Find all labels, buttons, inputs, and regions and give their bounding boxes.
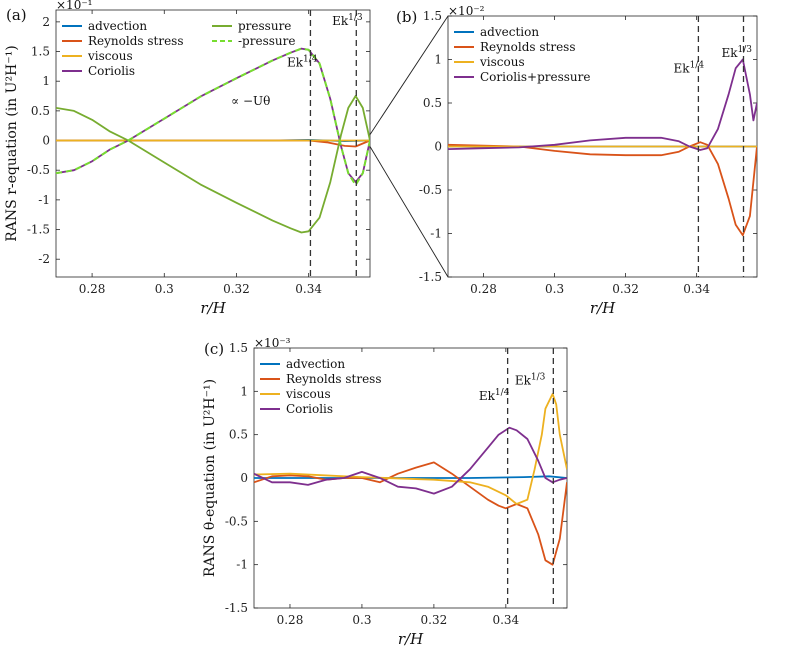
x-tick-label: 0.3: [545, 282, 564, 296]
x-tick-label: 0.34: [492, 613, 519, 627]
x-axis-label: r/H: [398, 630, 424, 648]
y-tick-label: -1: [236, 558, 248, 572]
zoom-connector-lines: [369, 15, 449, 278]
legend-entry: viscous: [479, 55, 525, 69]
y-tick-label: 0.5: [229, 428, 248, 442]
y-tick-label: 0: [240, 471, 248, 485]
y-tick-label: -0.5: [419, 183, 442, 197]
y-axis-label: RANS r-equation (in U²H⁻¹): [4, 45, 20, 241]
x-tick-label: 0.28: [277, 613, 304, 627]
legend-entry: advection: [286, 357, 345, 371]
y-tick-label: 1: [434, 53, 442, 67]
y-tick-label: -1.5: [419, 270, 442, 284]
x-tick-label: 0.28: [79, 282, 106, 296]
y-tick-label: 0: [42, 134, 50, 148]
zoom-connector-top: [369, 15, 449, 135]
y-tick-label: -1.5: [225, 601, 248, 615]
legend-entry: Coriolis: [286, 402, 333, 416]
series-line-pressure: [56, 95, 370, 234]
legend-entry: Reynolds stress: [286, 372, 382, 386]
y-tick-label: -1: [430, 227, 442, 241]
y-tick-label: 1: [240, 384, 248, 398]
axis-multiplier: ×10⁻¹: [56, 0, 92, 12]
panel-label: (b): [396, 8, 417, 26]
ek-scale-label: Ek1/3: [721, 45, 752, 60]
legend-entry: Coriolis+pressure: [480, 70, 591, 84]
legend-entry: Reynolds stress: [88, 34, 184, 48]
y-tick-label: 0.5: [423, 96, 442, 110]
x-axis-label: r/H: [590, 299, 616, 317]
y-tick-label: -0.5: [225, 514, 248, 528]
panel-a: 0.28 0.3 0.32 0.34 -2 -1.5 -1 -0.5 0 0.5 1 1.5 2 ×10⁻…: [4, 0, 371, 317]
y-tick-label: -0.5: [27, 163, 50, 177]
ek-scale-label: Ek1/4: [674, 61, 705, 76]
ek-scale-label: Ek1/4: [479, 388, 510, 403]
legend-entry: pressure: [238, 19, 291, 33]
ek-scale-label: Ek1/4: [287, 54, 318, 69]
y-tick-label: 0: [434, 140, 442, 154]
panel-label: (c): [204, 340, 224, 358]
panel-label: (a): [6, 6, 27, 24]
x-tick-label: 0.32: [223, 282, 250, 296]
x-tick-label: 0.28: [470, 282, 497, 296]
legend-entry: Reynolds stress: [480, 40, 576, 54]
axis-multiplier: ×10⁻³: [254, 336, 291, 350]
panel-c: 0.28 0.3 0.32 0.34 -1.5 -1 -0.5 0 0.5 1 1.5 ×10⁻³ (c…: [202, 336, 568, 648]
y-tick-label: 0.5: [31, 104, 50, 118]
ek-scale-label: Ek1/3: [515, 372, 546, 387]
legend-entry: viscous: [87, 49, 133, 63]
axis-multiplier: ×10⁻²: [448, 4, 485, 18]
y-tick-label: 1.5: [31, 45, 50, 59]
panel-b: 0.28 0.3 0.32 0.34 -1.5 -1 -0.5 0 0.5 1 1.5 ×10⁻² (b…: [396, 4, 758, 317]
series-line-reynolds-stress: [254, 461, 567, 566]
zoom-connector-bottom: [369, 146, 449, 278]
legend-entry: -pressure: [238, 34, 295, 48]
series-line-viscous: [254, 393, 567, 505]
y-tick-label: -1: [38, 193, 50, 207]
legend-entry: advection: [88, 19, 147, 33]
legend-entry: advection: [480, 25, 539, 39]
series-line-reynolds-stress: [448, 141, 757, 237]
y-tick-label: 2: [42, 15, 50, 29]
series-line-coriolis-pressure: [448, 58, 757, 151]
y-tick-label: 1.5: [423, 9, 442, 23]
legend-entry: Coriolis: [88, 64, 135, 78]
x-tick-label: 0.32: [421, 613, 448, 627]
proportional-annotation: ∝ −Uθ: [231, 94, 270, 108]
x-tick-label: 0.32: [612, 282, 639, 296]
x-axis-label: r/H: [200, 299, 226, 317]
y-tick-label: -2: [38, 252, 50, 266]
y-tick-label: 1.5: [229, 341, 248, 355]
legend-entry: viscous: [285, 387, 331, 401]
ek-scale-label: Ek1/3: [332, 13, 363, 28]
x-tick-label: 0.3: [155, 282, 174, 296]
y-tick-label: 1: [42, 74, 50, 88]
series-line-pressure: [56, 47, 370, 186]
x-tick-label: 0.3: [352, 613, 371, 627]
series-line-coriolis: [254, 426, 567, 495]
x-tick-label: 0.34: [683, 282, 710, 296]
y-tick-label: -1.5: [27, 223, 50, 237]
x-tick-label: 0.34: [295, 282, 322, 296]
y-axis-label: RANS θ-equation (in U²H⁻¹): [202, 379, 218, 577]
